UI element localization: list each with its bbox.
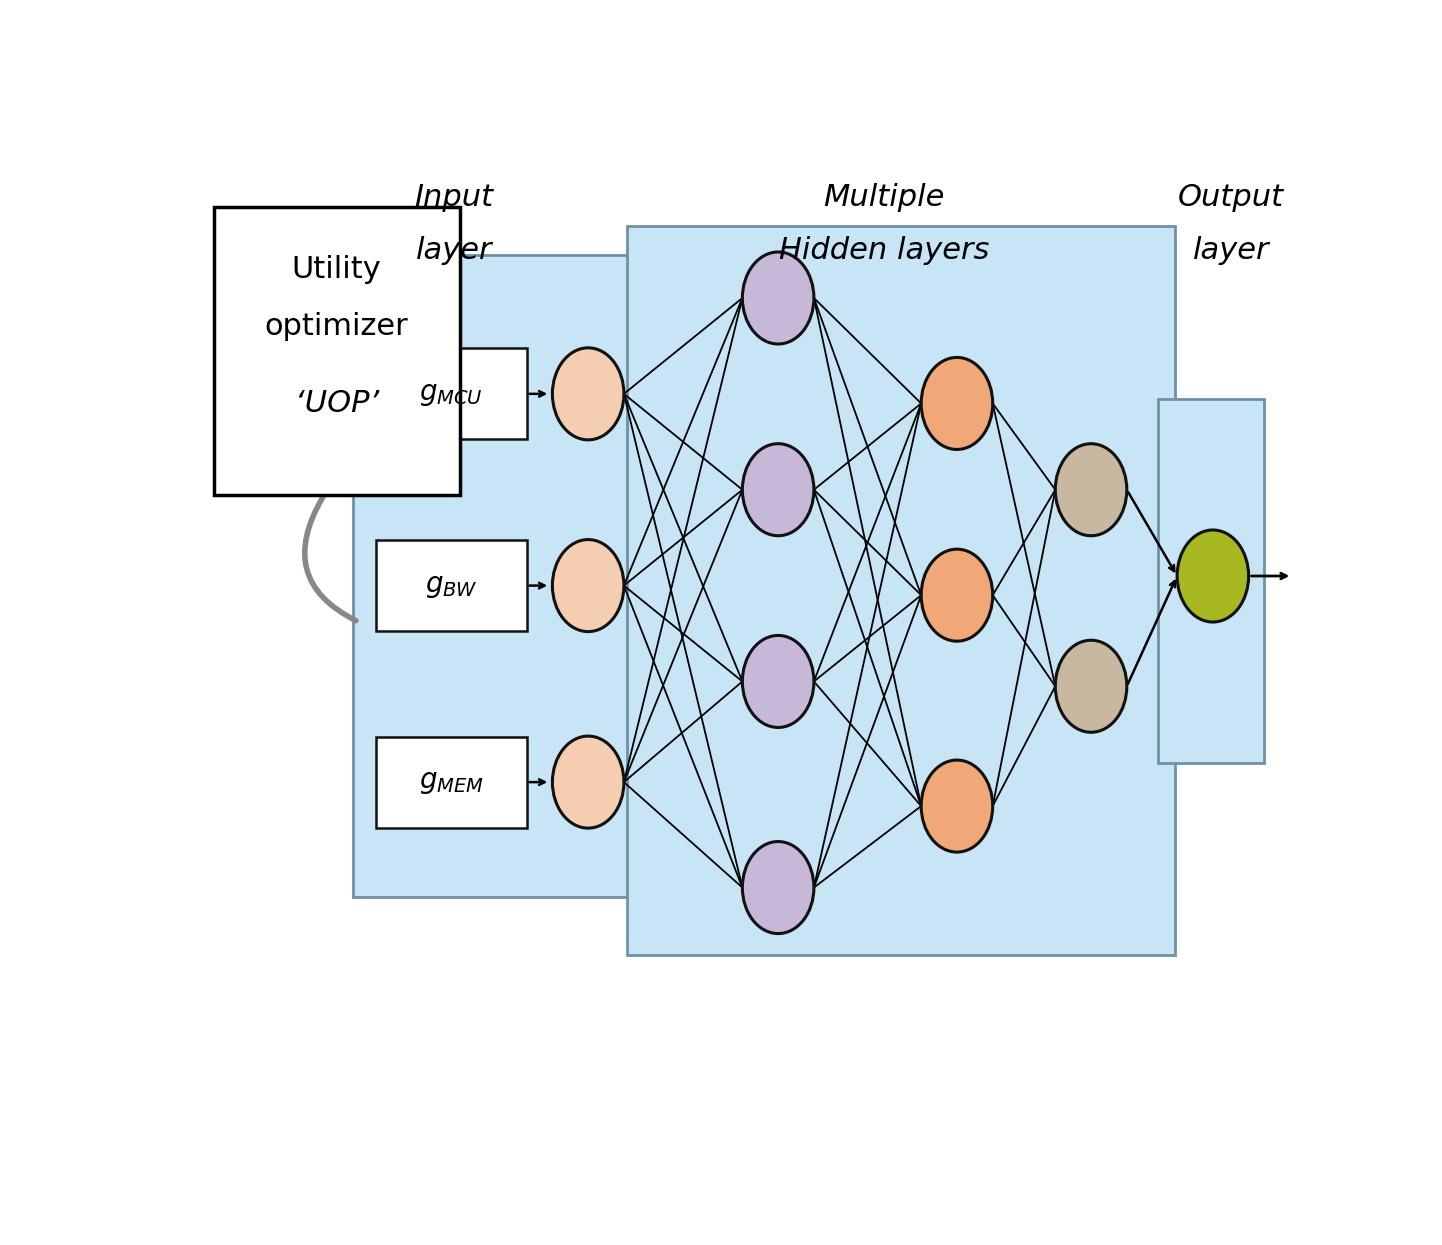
Ellipse shape [743,443,813,535]
Text: $g_{BW}$: $g_{BW}$ [425,571,477,600]
Ellipse shape [743,251,813,344]
Text: Multiple: Multiple [823,183,945,212]
Text: Output: Output [1178,183,1283,212]
FancyBboxPatch shape [627,227,1175,955]
Ellipse shape [552,347,624,439]
Text: $g_{MEM}$: $g_{MEM}$ [418,768,483,796]
Ellipse shape [921,357,992,449]
Ellipse shape [1056,640,1126,732]
Text: Hidden layers: Hidden layers [779,235,989,265]
Text: layer: layer [1193,235,1269,265]
Ellipse shape [921,759,992,852]
Ellipse shape [743,635,813,727]
Ellipse shape [1177,530,1249,622]
FancyBboxPatch shape [376,349,526,439]
Text: layer: layer [415,235,492,265]
FancyBboxPatch shape [376,737,526,828]
Text: optimizer: optimizer [265,312,408,341]
Text: ‘UOP’: ‘UOP’ [294,388,379,418]
FancyBboxPatch shape [353,255,639,898]
Ellipse shape [552,539,624,631]
Text: $g_{MCU}$: $g_{MCU}$ [420,380,483,408]
Ellipse shape [743,842,813,934]
FancyArrowPatch shape [304,497,356,620]
Ellipse shape [1056,443,1126,535]
Ellipse shape [552,736,624,828]
Text: Input: Input [414,183,493,212]
FancyBboxPatch shape [376,540,526,631]
FancyBboxPatch shape [1158,398,1265,763]
Ellipse shape [921,549,992,641]
Text: Utility: Utility [291,255,382,284]
FancyBboxPatch shape [213,207,460,494]
